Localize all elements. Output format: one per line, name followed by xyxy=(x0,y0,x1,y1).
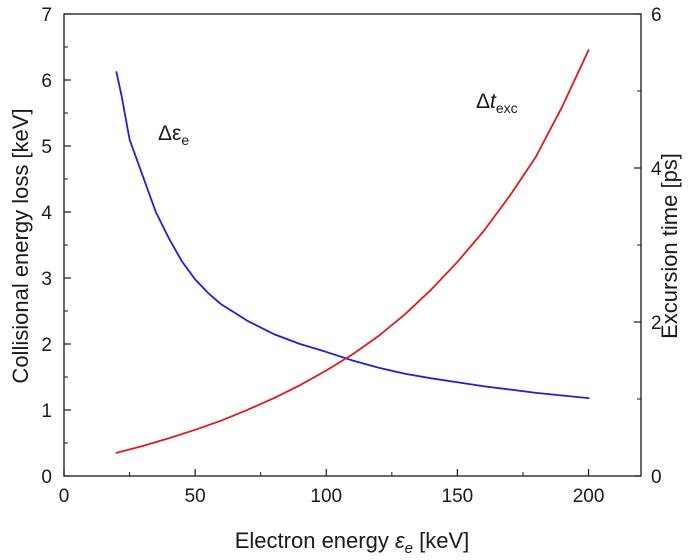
annotation-excursion-time-delta: Δ xyxy=(476,90,490,113)
left-axis-title: Collisional energy loss [keV] xyxy=(8,108,33,383)
x-tick-label: 0 xyxy=(59,486,70,507)
series-excursion-time-line xyxy=(115,49,590,454)
x-tick-label: 200 xyxy=(573,486,605,507)
left-tick-label: 2 xyxy=(41,335,52,356)
right-tick-label: 4 xyxy=(651,159,662,180)
x-tick-label: 150 xyxy=(442,486,474,507)
x-axis-title-symbol-sub: e xyxy=(405,540,413,557)
annotation-delta-energy-sub: e xyxy=(181,132,189,148)
left-tick-label: 3 xyxy=(41,269,52,290)
right-tick-label: 0 xyxy=(651,467,662,488)
x-axis-ticks: 0 50 100 150 200 xyxy=(59,469,605,507)
x-axis-title-symbol: ε xyxy=(395,528,405,553)
x-axis-title-unit: [keV] xyxy=(419,528,469,553)
series-energy-loss-line xyxy=(115,71,590,400)
left-tick-label: 6 xyxy=(41,71,52,92)
left-tick-label: 5 xyxy=(41,137,52,158)
right-axis-title: Excursion time [ps] xyxy=(657,153,682,339)
x-tick-label: 50 xyxy=(185,486,206,507)
x-axis-title: Electron energy εe [keV] xyxy=(235,528,470,558)
series-group xyxy=(115,49,590,454)
left-tick-label: 7 xyxy=(41,5,52,26)
left-tick-label: 4 xyxy=(41,203,52,224)
left-tick-label: 0 xyxy=(41,467,52,488)
annotation-delta-energy-main: Δε xyxy=(158,122,181,145)
left-tick-label: 1 xyxy=(41,401,52,422)
annotation-delta-energy: Δεe xyxy=(158,122,189,148)
left-axis-ticks: 0 1 2 3 4 5 6 7 xyxy=(41,5,71,488)
right-tick-label: 6 xyxy=(651,5,662,26)
x-tick-label: 100 xyxy=(310,486,342,507)
right-axis-ticks: 0 2 4 6 xyxy=(634,5,662,488)
annotation-excursion-time-t: t xyxy=(490,90,497,113)
plot-frame xyxy=(63,13,642,477)
annotation-excursion-time-sub: exc xyxy=(496,100,518,116)
x-axis-title-label: Electron energy xyxy=(235,528,389,553)
annotation-excursion-time: Δtexc xyxy=(476,90,518,116)
right-tick-label: 2 xyxy=(651,313,662,334)
